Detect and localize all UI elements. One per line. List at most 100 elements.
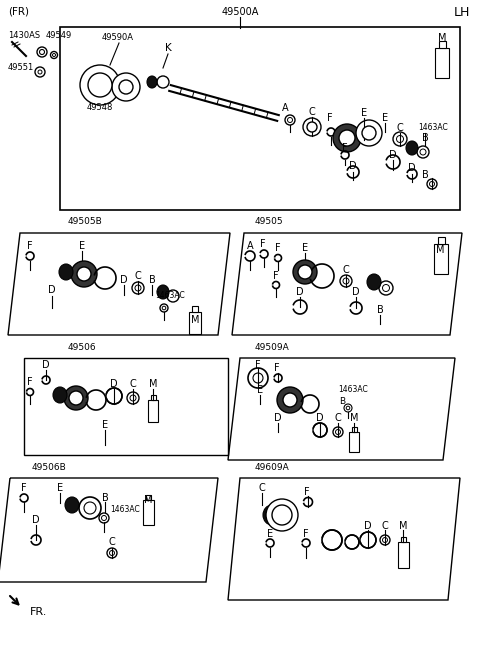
Circle shape (427, 179, 437, 189)
Ellipse shape (147, 76, 157, 88)
Circle shape (99, 513, 109, 523)
Bar (349, 432, 359, 452)
Circle shape (313, 423, 327, 437)
Circle shape (79, 497, 101, 519)
Text: F: F (255, 360, 261, 370)
Text: 49505B: 49505B (68, 218, 103, 226)
Circle shape (360, 532, 376, 548)
Circle shape (307, 122, 317, 132)
Text: D: D (389, 150, 397, 160)
Ellipse shape (367, 274, 381, 290)
Text: M: M (191, 315, 199, 325)
Text: M: M (350, 413, 358, 423)
Ellipse shape (157, 285, 169, 299)
Text: M: M (144, 495, 152, 505)
Bar (60, 27, 460, 210)
Text: LH: LH (454, 5, 470, 19)
Text: C: C (108, 537, 115, 547)
Text: F: F (327, 113, 333, 123)
Circle shape (266, 499, 298, 531)
Text: 49509A: 49509A (255, 344, 290, 352)
Circle shape (77, 267, 91, 281)
Circle shape (248, 368, 268, 388)
Text: B: B (102, 493, 108, 503)
Circle shape (336, 430, 340, 434)
Text: A: A (282, 103, 288, 113)
Circle shape (253, 373, 263, 383)
Circle shape (35, 67, 45, 77)
Bar (151, 395, 156, 400)
Text: B: B (339, 397, 345, 406)
Text: C: C (343, 265, 349, 275)
Circle shape (160, 304, 168, 312)
Text: 49590A: 49590A (102, 34, 134, 42)
Text: M: M (399, 521, 407, 531)
Text: F: F (303, 529, 309, 539)
Circle shape (339, 130, 355, 146)
Bar (148, 400, 158, 422)
Text: K: K (165, 43, 171, 53)
Text: A: A (247, 241, 253, 251)
Text: C: C (335, 413, 341, 423)
Circle shape (69, 391, 83, 405)
Text: 49551: 49551 (8, 64, 34, 73)
Circle shape (71, 261, 97, 287)
Circle shape (119, 80, 133, 94)
Circle shape (283, 393, 297, 407)
Text: E: E (382, 113, 388, 123)
Circle shape (64, 386, 88, 410)
Text: F: F (27, 241, 33, 251)
Circle shape (127, 392, 139, 404)
Text: E: E (57, 483, 63, 493)
Text: F: F (273, 271, 279, 281)
Text: F: F (260, 239, 266, 249)
Bar (434, 244, 448, 274)
Text: B: B (377, 305, 384, 315)
Circle shape (101, 516, 107, 520)
Circle shape (38, 70, 42, 74)
Text: D: D (364, 521, 372, 531)
Circle shape (162, 307, 166, 310)
Circle shape (340, 275, 352, 287)
Text: E: E (257, 385, 263, 395)
Circle shape (380, 535, 390, 545)
Bar (351, 427, 357, 432)
Text: F: F (21, 483, 27, 493)
Bar (435, 48, 449, 78)
Text: E: E (102, 420, 108, 430)
Text: 49548: 49548 (87, 103, 113, 113)
Circle shape (157, 76, 169, 88)
Text: FR.: FR. (30, 607, 48, 617)
Ellipse shape (53, 387, 67, 403)
Circle shape (417, 146, 429, 158)
Text: B: B (149, 275, 156, 285)
Text: 1463AC: 1463AC (155, 291, 185, 301)
Text: D: D (274, 413, 282, 423)
Circle shape (288, 117, 292, 122)
Circle shape (167, 290, 179, 302)
Circle shape (84, 502, 96, 514)
Text: 1430AS: 1430AS (8, 32, 40, 40)
Text: B: B (421, 133, 428, 143)
Circle shape (362, 126, 376, 140)
Circle shape (420, 149, 426, 155)
Text: C: C (309, 107, 315, 117)
Text: C: C (382, 521, 388, 531)
Circle shape (322, 530, 342, 550)
Bar (189, 312, 201, 334)
Circle shape (333, 427, 343, 437)
Circle shape (39, 50, 45, 54)
Ellipse shape (263, 505, 281, 525)
Circle shape (383, 285, 389, 291)
Circle shape (346, 406, 350, 410)
Text: C: C (259, 483, 265, 493)
Text: (FR): (FR) (8, 7, 29, 17)
Ellipse shape (65, 497, 79, 513)
Text: 49609A: 49609A (255, 463, 290, 473)
Circle shape (344, 404, 352, 412)
Text: M: M (438, 33, 446, 43)
Text: 49505: 49505 (255, 218, 284, 226)
Circle shape (393, 132, 407, 146)
Bar (24, 358, 228, 455)
Circle shape (430, 181, 434, 187)
